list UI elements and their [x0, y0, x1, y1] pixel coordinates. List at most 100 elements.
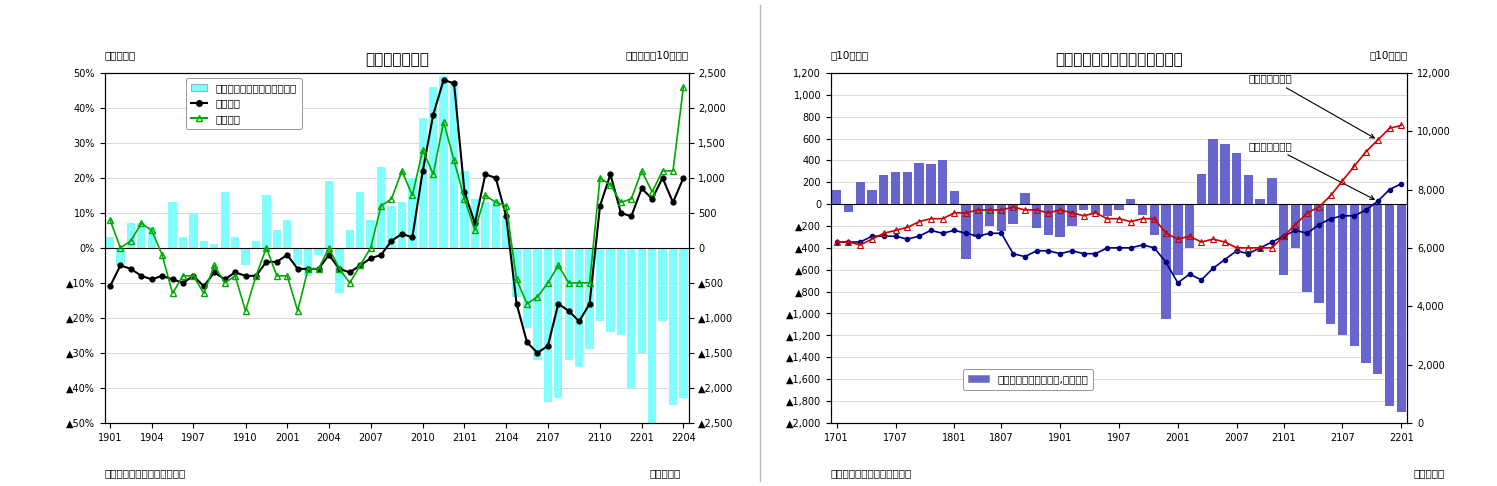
Bar [367, 220, 374, 248]
Bar [844, 204, 853, 212]
Bar [1055, 204, 1064, 237]
Bar [1338, 204, 1347, 335]
Bar [346, 230, 353, 248]
Bar [832, 190, 841, 204]
Bar [512, 248, 521, 297]
Bar [949, 191, 960, 204]
Bar [377, 167, 385, 248]
Bar [669, 248, 677, 405]
Bar [1302, 204, 1311, 292]
Bar [283, 220, 292, 248]
Bar [304, 248, 313, 276]
Bar [648, 248, 656, 437]
Bar [272, 230, 281, 248]
Text: （前年比）: （前年比） [105, 51, 136, 61]
Bar [1138, 204, 1147, 215]
Bar [856, 182, 865, 204]
Text: （10億円）: （10億円） [831, 51, 868, 61]
Bar [127, 224, 135, 248]
Bar [1043, 204, 1054, 235]
Bar [1091, 204, 1100, 214]
Bar [117, 248, 124, 265]
Bar [1103, 204, 1112, 216]
Bar [961, 204, 972, 259]
Bar [606, 248, 615, 332]
Bar [481, 202, 490, 248]
Bar [564, 248, 573, 360]
Bar [927, 164, 936, 204]
Bar [178, 237, 187, 248]
Bar [1397, 204, 1406, 412]
Text: 輸出（右目盛）: 輸出（右目盛） [1248, 141, 1374, 199]
Bar [501, 216, 510, 248]
Bar [867, 190, 877, 204]
Bar [554, 248, 563, 399]
Bar [470, 199, 479, 248]
Bar [1314, 204, 1323, 302]
Bar [680, 248, 687, 399]
Bar [1162, 204, 1171, 319]
Bar [210, 244, 219, 248]
Bar [419, 119, 427, 248]
Bar [1150, 204, 1159, 235]
Bar [533, 248, 542, 360]
Bar [973, 204, 982, 237]
Bar [1244, 174, 1253, 204]
Bar [231, 237, 240, 248]
Bar [522, 248, 531, 329]
Bar [241, 248, 250, 265]
Bar [251, 241, 260, 248]
Bar [398, 202, 406, 248]
Bar [997, 204, 1006, 231]
Bar [148, 227, 156, 248]
Bar [451, 84, 458, 248]
Bar [638, 248, 645, 353]
Title: 貿易収支（季節調整値）の推移: 貿易収支（季節調整値）の推移 [1055, 52, 1183, 68]
Bar [891, 173, 900, 204]
Text: （年・月）: （年・月） [1413, 469, 1445, 478]
Bar [1021, 193, 1030, 204]
Text: （資料）財務省「貿易統計」: （資料）財務省「貿易統計」 [105, 469, 186, 478]
Title: 貿易収支の推移: 貿易収支の推移 [365, 52, 428, 68]
Bar [1326, 204, 1335, 325]
Bar [1208, 139, 1219, 204]
Bar [617, 248, 626, 335]
Bar [168, 202, 177, 248]
Bar [1186, 204, 1195, 248]
Bar [388, 206, 395, 248]
Bar [356, 192, 364, 248]
Bar [106, 237, 114, 248]
Bar [543, 248, 552, 402]
Bar [1385, 204, 1394, 406]
Bar [335, 248, 343, 294]
Bar [314, 248, 323, 255]
Bar [1126, 199, 1136, 204]
Bar [1373, 204, 1383, 374]
Text: （資料）財務省「貿易統計」: （資料）財務省「貿易統計」 [831, 469, 912, 478]
Bar [1232, 153, 1241, 204]
Bar [1067, 204, 1076, 226]
Bar [1079, 204, 1088, 209]
Bar [1278, 204, 1289, 275]
Bar [1290, 204, 1301, 248]
Bar [440, 76, 448, 248]
Bar [939, 160, 948, 204]
Text: （年・月）: （年・月） [650, 469, 681, 478]
Legend: 貿易収支（季節調整値,左目盛）: 貿易収支（季節調整値,左目盛） [963, 369, 1093, 390]
Bar [1114, 204, 1124, 209]
Text: （前年差、10億円）: （前年差、10億円） [626, 51, 689, 61]
Legend: 貿易収支・前年差（右目盛）, 輸出金額, 輸入金額: 貿易収支・前年差（右目盛）, 輸出金額, 輸入金額 [186, 78, 301, 129]
Bar [491, 199, 500, 248]
Bar [1268, 178, 1277, 204]
Bar [1031, 204, 1042, 228]
Bar [1350, 204, 1359, 346]
Bar [1174, 204, 1183, 275]
Bar [879, 174, 889, 204]
Bar [585, 248, 594, 349]
Bar [985, 204, 994, 226]
Text: 輸入（右目盛）: 輸入（右目盛） [1248, 74, 1374, 138]
Bar [903, 173, 912, 204]
Text: （10億円）: （10億円） [1370, 51, 1407, 61]
Bar [1256, 199, 1265, 204]
Bar [199, 241, 208, 248]
